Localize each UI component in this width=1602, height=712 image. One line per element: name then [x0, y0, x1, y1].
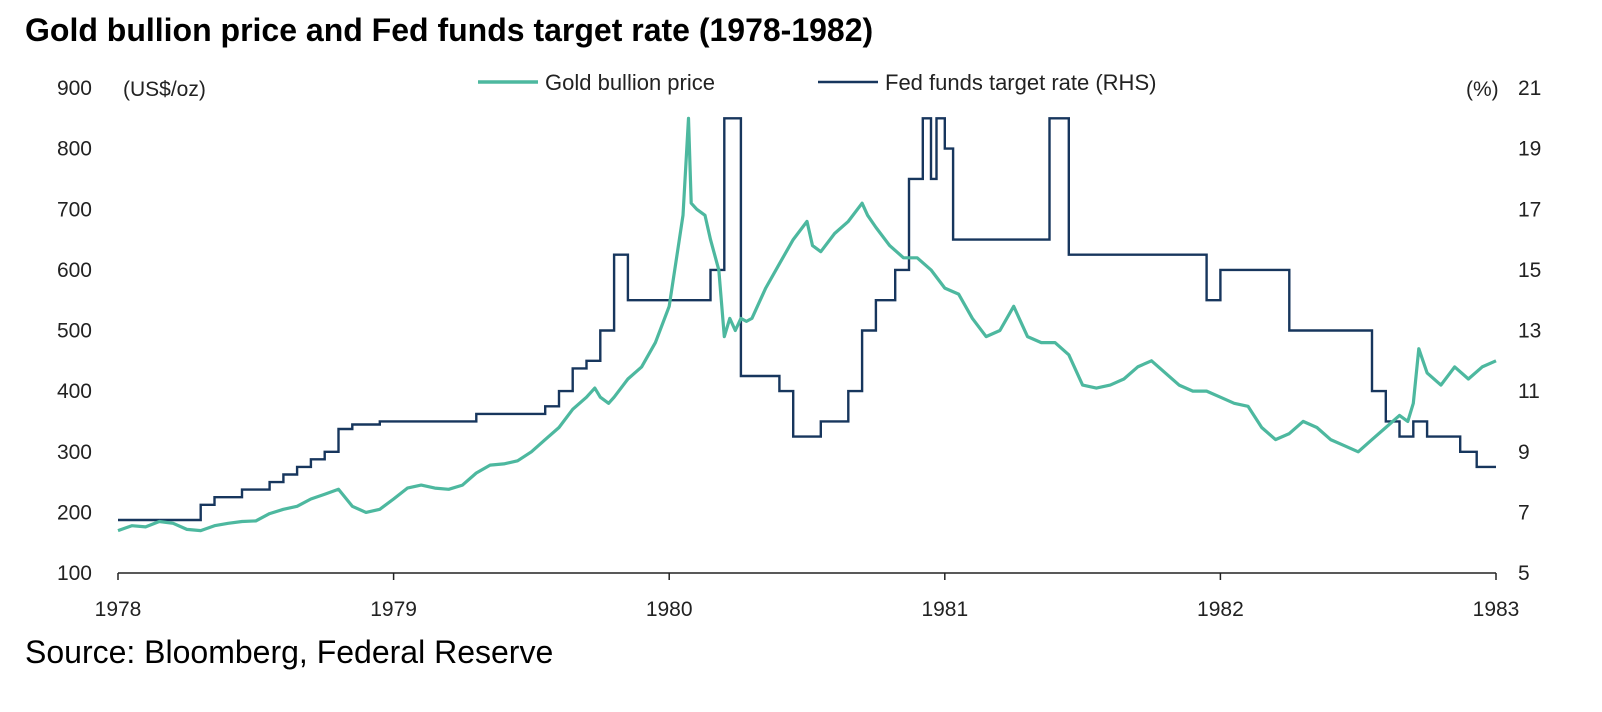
- x-tick-label: 1979: [370, 598, 417, 621]
- y-right-tick-label: 9: [1518, 441, 1530, 464]
- y-right-tick-label: 11: [1518, 380, 1540, 403]
- legend: Gold bullion price Fed funds target rate…: [478, 70, 1156, 95]
- fed-funds-series-line: [118, 117, 1496, 522]
- source-note: Source: Bloomberg, Federal Reserve: [25, 634, 554, 670]
- x-tick-label: 1981: [921, 598, 968, 621]
- y-left-tick-label: 300: [57, 441, 92, 464]
- y-left-tick-label: 500: [57, 320, 92, 343]
- y-left-tick-label: 100: [57, 562, 92, 585]
- y-left-tick-label: 200: [57, 501, 92, 524]
- y-right-tick-label: 21: [1518, 77, 1541, 100]
- y-right-tick-label: 13: [1518, 320, 1541, 343]
- x-tick-label: 1983: [1473, 598, 1520, 621]
- y-left-tick-label: 900: [57, 77, 92, 100]
- chart-title: Gold bullion price and Fed funds target …: [25, 12, 874, 48]
- legend-label-gold: Gold bullion price: [545, 70, 715, 95]
- x-tick-label: 1980: [646, 598, 693, 621]
- y-left-tick-label: 600: [57, 259, 92, 282]
- y-right-tick-label: 19: [1518, 138, 1541, 161]
- y-right-tick-label: 5: [1518, 562, 1530, 585]
- y-right-tick-label: 17: [1518, 198, 1541, 221]
- y-left-tick-label: 800: [57, 138, 92, 161]
- y-left-tick-label: 700: [57, 198, 92, 221]
- gold-price-series-line: [117, 116, 1497, 533]
- left-axis-unit: (US$/oz): [123, 78, 206, 101]
- axes: 1978 1979 1980 1981 1982 19831002003004005006…: [57, 77, 1541, 621]
- x-tick-label: 1978: [95, 598, 142, 621]
- right-axis-unit: (%): [1466, 78, 1499, 101]
- series-lines: [117, 116, 1497, 533]
- legend-label-fed: Fed funds target rate (RHS): [885, 70, 1156, 95]
- y-right-tick-label: 7: [1518, 501, 1530, 524]
- x-tick-label: 1982: [1197, 598, 1244, 621]
- y-right-tick-label: 15: [1518, 259, 1541, 282]
- y-left-tick-label: 400: [57, 380, 92, 403]
